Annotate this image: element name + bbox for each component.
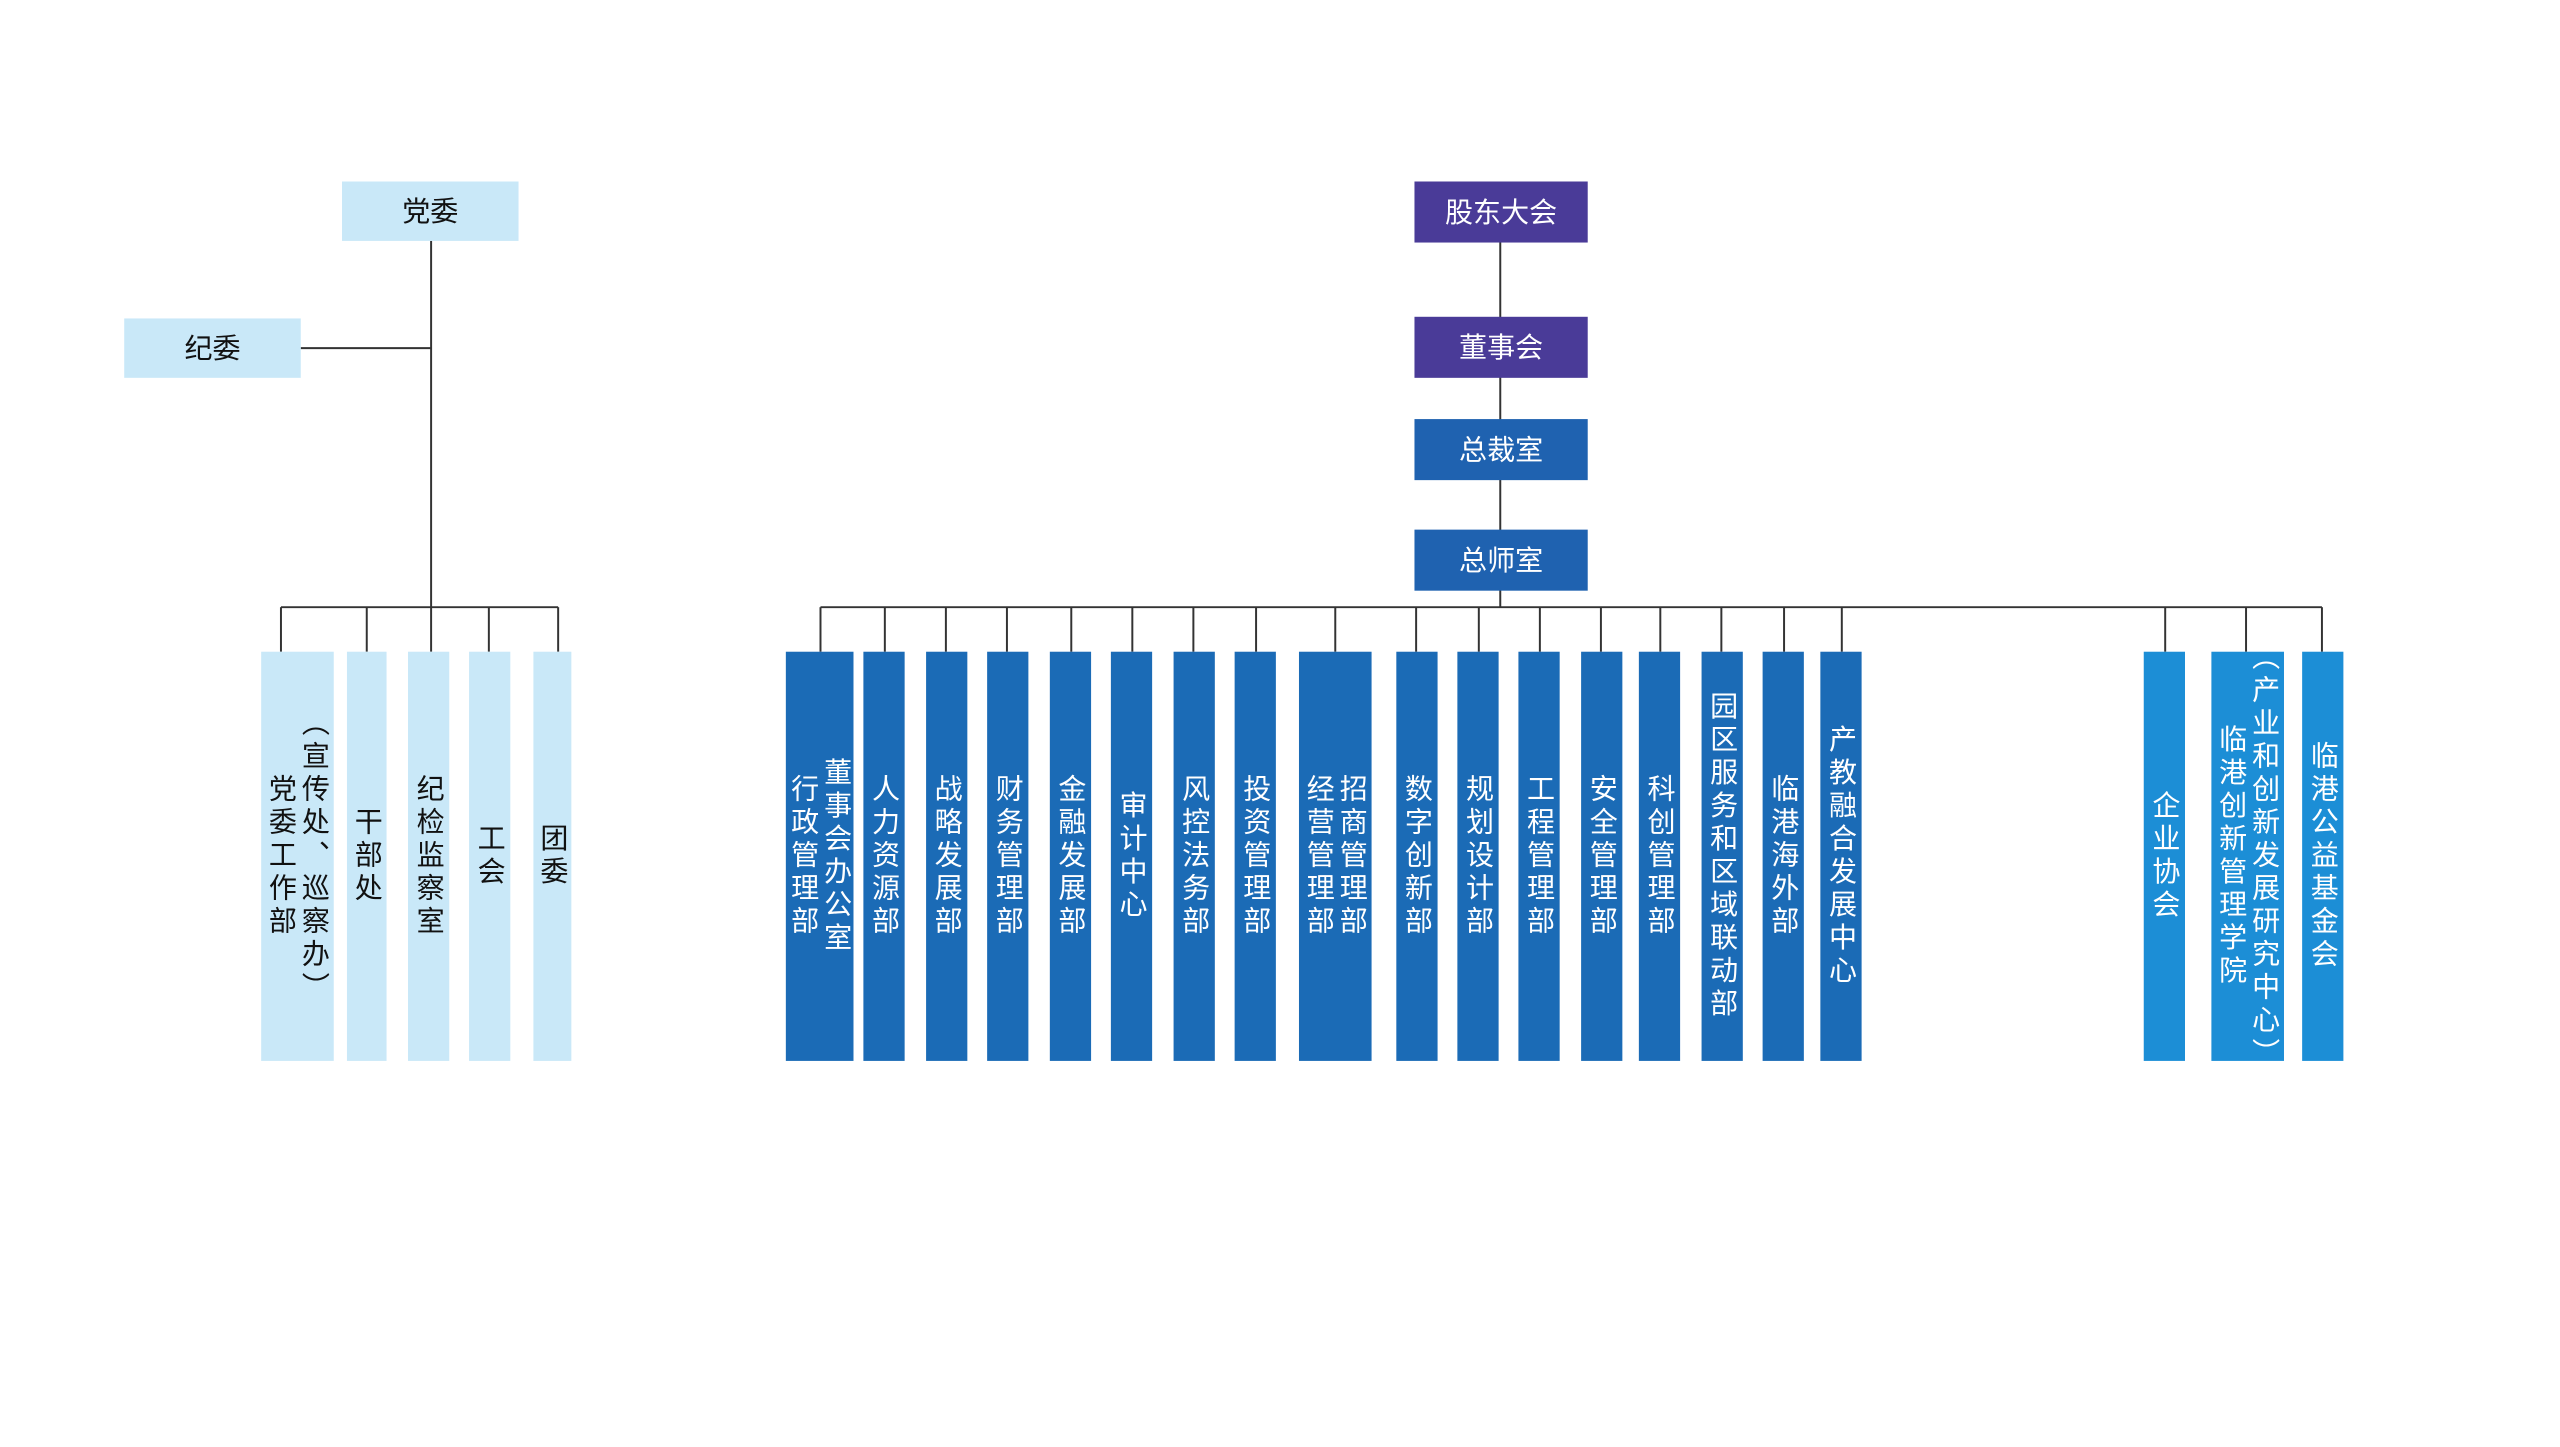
node-label: 经营管理部 [1302,774,1335,939]
node-box [785,651,854,1061]
node-label: 股东大会 [1445,196,1557,229]
node-label: 总师室 [1459,544,1543,577]
node-box [1414,529,1588,591]
node-box [987,651,1029,1061]
node-label: 产教融合发展中心 [1824,724,1857,988]
node-box [1820,651,1862,1061]
node-label: 团委 [536,823,569,889]
node-box [346,651,387,1061]
node-label: 财务管理部 [991,774,1024,939]
node-box [926,651,968,1061]
node-box [533,651,572,1061]
node-label: 风控法务部 [1178,774,1211,939]
node-box [1414,316,1588,378]
node-label: 工会 [473,823,506,889]
node-box [1457,651,1499,1061]
node-box [1414,419,1588,481]
node-label: 党委 [402,195,458,228]
node-label: 纪委 [184,332,240,365]
node-box [1701,651,1743,1061]
node-label: 数字创新部 [1400,774,1433,939]
node-label: 招商管理部 [1335,774,1368,939]
node-label: 人力资源部 [868,774,901,939]
node-label: 安全管理部 [1585,774,1618,939]
node-box [1049,651,1092,1061]
node-label: 审计中心 [1115,790,1148,922]
node-box [1762,651,1804,1061]
node-box [469,651,511,1061]
node-label: 科创管理部 [1643,774,1676,939]
node-box [1234,651,1276,1061]
node-box [1581,651,1623,1061]
node-box [1298,651,1372,1061]
node-label: 纪检监察室 [412,774,445,939]
node-label: 董事会办公室 [820,757,853,955]
node-box [1518,651,1560,1061]
node-box [1173,651,1215,1061]
node-box [261,651,334,1061]
node-label: 总裁室 [1459,434,1543,467]
node-label: 临港海外部 [1767,774,1800,939]
node-label: 战略发展部 [930,774,963,939]
node-label: （产业和创新发展研究中心） [2248,642,2281,1071]
node-box [1396,651,1438,1061]
node-box [1638,651,1681,1061]
node-box [1414,181,1588,243]
node-label: 园区服务和区域联动部 [1706,691,1739,1021]
node-label: 干部处 [350,807,383,906]
node-label: （宣传处、巡察办） [297,708,330,1005]
node-box [2302,651,2344,1061]
node-label: 规划设计部 [1461,774,1494,939]
node-label: 临港公益基金会 [2306,741,2339,972]
node-box [1110,651,1153,1061]
node-label: 投资管理部 [1239,774,1272,939]
node-box [2211,651,2284,1061]
node-label: 党委工作部 [264,774,297,939]
node-box [863,651,905,1061]
node-label: 企业协会 [2148,790,2181,922]
node-label: 金融发展部 [1054,774,1087,939]
node-label: 董事会 [1459,331,1543,364]
node-label: 工程管理部 [1523,774,1556,939]
node-box [408,651,450,1061]
node-box [124,318,301,378]
node-label: 行政管理部 [787,774,820,939]
node-box [2143,651,2185,1061]
node-box [342,181,519,241]
node-label: 临港创新管理学院 [2215,724,2248,988]
